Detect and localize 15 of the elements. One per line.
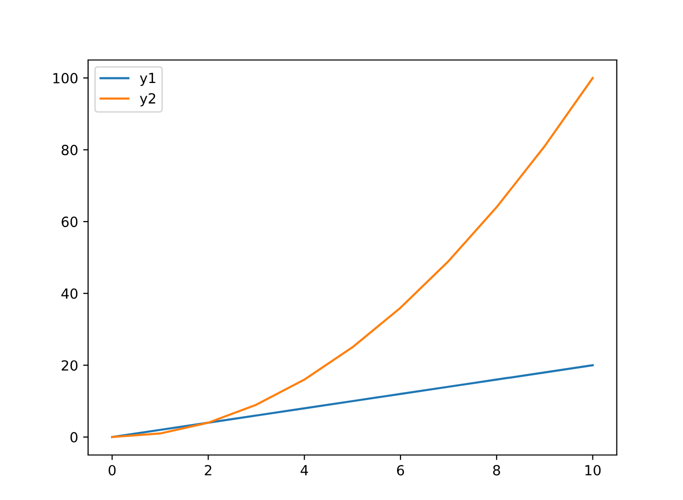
y-tick-label: 0 xyxy=(70,432,78,443)
x-tick-label: 2 xyxy=(204,464,212,476)
x-tick-label: 6 xyxy=(397,464,404,476)
legend-label: y1 xyxy=(140,72,156,86)
x-tick-label: 10 xyxy=(585,464,601,476)
y-tick-label: 80 xyxy=(62,144,78,156)
x-tick-label: 4 xyxy=(300,465,308,476)
y-tick-label: 40 xyxy=(61,288,78,299)
y-tick-label: 20 xyxy=(62,360,78,371)
x-tick-label: 0 xyxy=(108,464,116,476)
x-tick-label: 8 xyxy=(493,464,500,476)
legend-label: y2 xyxy=(140,93,156,106)
y-tick-label: 100 xyxy=(53,72,78,84)
y-tick-label: 60 xyxy=(62,216,78,228)
line-series xyxy=(111,364,594,438)
